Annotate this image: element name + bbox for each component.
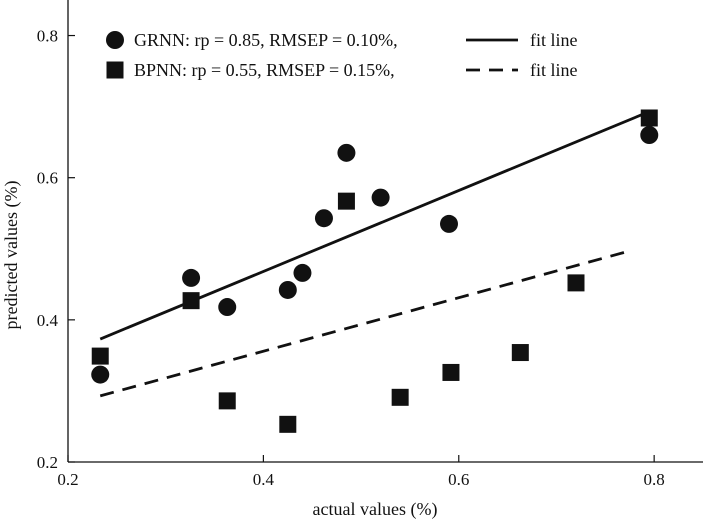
- bpnn-point: [279, 415, 297, 433]
- plot-frame: [67, 0, 703, 463]
- grnn-point: [293, 263, 312, 282]
- bpnn-point: [567, 274, 585, 292]
- x-tick-label: 0.2: [57, 470, 78, 489]
- bpnn-fit-line: [99, 249, 631, 398]
- y-tick-label: 0.6: [37, 169, 58, 188]
- bpnn-point: [182, 292, 200, 310]
- fit-lines: [99, 110, 650, 398]
- y-tick-label: 0.4: [37, 311, 59, 330]
- bpnn-point: [442, 363, 460, 381]
- bpnn-point: [91, 347, 109, 365]
- legend-grnn-label: GRNN: rp = 0.85, RMSEP = 0.10%,: [134, 30, 398, 50]
- grnn-point: [640, 126, 659, 145]
- bpnn-point: [337, 192, 355, 210]
- legend-grnn-fit-label: fit line: [530, 30, 578, 50]
- x-axis-label: actual values (%): [313, 499, 438, 520]
- y-tick-label: 0.2: [37, 453, 58, 472]
- x-tick-label: 0.8: [644, 470, 665, 489]
- grnn-point: [278, 280, 297, 299]
- grnn-point: [182, 268, 201, 287]
- legend-bpnn-fit-label: fit line: [530, 60, 578, 80]
- x-tick-label: 0.6: [448, 470, 469, 489]
- bpnn-point: [218, 392, 236, 410]
- legend-grnn-marker: [106, 31, 124, 49]
- grnn-point: [218, 298, 237, 317]
- grnn-point: [440, 214, 458, 233]
- grnn-point: [91, 365, 110, 384]
- legend-bpnn-marker: [106, 61, 124, 79]
- legend-bpnn-label: BPNN: rp = 0.55, RMSEP = 0.15%,: [134, 60, 395, 80]
- bpnn-point: [640, 109, 658, 127]
- grnn-point: [371, 188, 390, 207]
- grnn-point: [314, 209, 333, 228]
- data-points: [91, 109, 659, 433]
- bpnn-point: [511, 344, 529, 362]
- grnn-point: [337, 143, 356, 162]
- x-tick-label: 0.4: [253, 470, 275, 489]
- axis-ticks: 0.2 0.4 0.6 0.8 0.2 0.4 0.6 0.8: [37, 27, 665, 489]
- bpnn-point: [391, 388, 409, 406]
- y-axis-label: predicted values (%): [1, 181, 22, 330]
- y-tick-label: 0.8: [37, 27, 58, 46]
- legend: GRNN: rp = 0.85, RMSEP = 0.10%, fit line B…: [106, 30, 578, 80]
